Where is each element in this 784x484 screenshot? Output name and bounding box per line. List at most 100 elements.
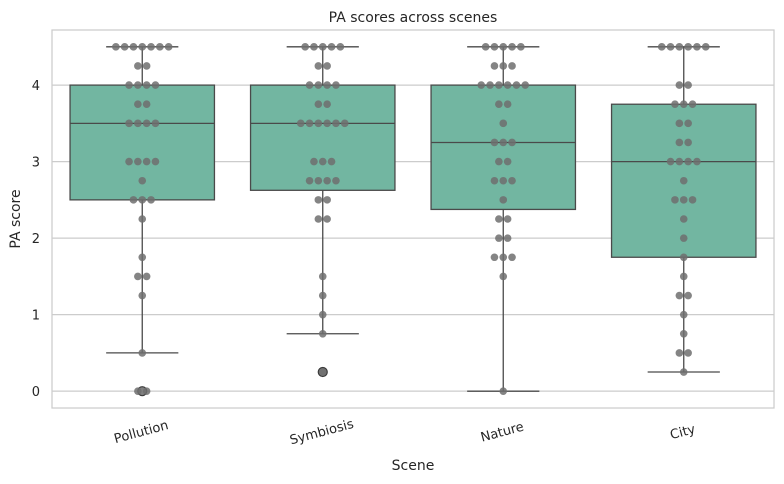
data-point <box>521 81 530 89</box>
data-point <box>305 81 314 89</box>
data-point <box>477 81 486 89</box>
data-point <box>314 119 323 128</box>
data-point <box>495 234 503 242</box>
data-point <box>675 81 684 89</box>
data-point <box>679 234 688 242</box>
data-point <box>508 253 516 262</box>
data-point <box>679 253 688 262</box>
box-nature <box>430 84 577 211</box>
data-point <box>120 43 129 51</box>
data-point <box>318 368 327 376</box>
data-point <box>679 272 688 281</box>
data-point <box>134 272 142 281</box>
data-point <box>125 119 133 128</box>
data-point <box>327 157 336 166</box>
x-tick-label: Nature <box>479 420 525 446</box>
data-point <box>495 100 503 109</box>
data-point <box>508 138 516 147</box>
data-point <box>138 43 147 51</box>
y-tick-label: 3 <box>32 156 40 171</box>
data-point <box>657 43 666 51</box>
data-point <box>503 157 512 166</box>
data-point <box>112 43 120 51</box>
x-tick-label: City <box>669 422 698 443</box>
data-point <box>693 43 701 51</box>
x-axis-label: Scene <box>392 458 435 474</box>
data-point <box>310 157 318 166</box>
data-point <box>679 100 688 109</box>
data-point <box>142 62 151 70</box>
data-point <box>701 43 710 51</box>
box-city <box>610 103 757 258</box>
data-point <box>314 81 323 89</box>
data-point <box>142 119 151 128</box>
data-point <box>318 329 327 338</box>
data-point <box>679 196 688 204</box>
data-point <box>503 81 512 89</box>
data-point <box>314 176 323 185</box>
data-point <box>508 176 516 185</box>
data-point <box>134 81 142 89</box>
data-point <box>675 119 684 128</box>
data-point <box>138 215 147 223</box>
data-point <box>679 329 688 338</box>
data-point <box>503 215 512 223</box>
data-point <box>684 291 692 300</box>
data-point <box>508 62 516 70</box>
data-point <box>495 215 503 223</box>
data-point <box>142 81 151 89</box>
data-point <box>134 119 142 128</box>
data-point <box>503 234 512 242</box>
data-point <box>675 138 684 147</box>
data-point <box>318 310 327 319</box>
data-point <box>296 119 305 128</box>
data-point <box>138 349 147 357</box>
data-point <box>684 81 692 89</box>
y-tick-label: 0 <box>32 385 40 400</box>
data-point <box>318 272 327 281</box>
data-point <box>305 176 314 185</box>
data-point <box>486 81 494 89</box>
y-axis-label: PA score <box>8 189 24 248</box>
data-point <box>684 138 692 147</box>
data-point <box>336 43 345 51</box>
data-point <box>490 138 499 147</box>
data-points <box>112 43 710 395</box>
x-tick-label: Symbiosis <box>288 417 355 449</box>
data-point <box>151 81 160 89</box>
data-point <box>679 368 688 376</box>
data-point <box>684 119 692 128</box>
data-point <box>332 119 340 128</box>
data-point <box>679 215 688 223</box>
data-point <box>138 196 147 204</box>
y-tick-label: 2 <box>32 232 40 247</box>
y-tick-labels: 0 1 2 3 4 <box>32 79 40 400</box>
box-symbiosis <box>249 84 396 191</box>
data-point <box>142 100 151 109</box>
data-point <box>499 119 508 128</box>
data-point <box>675 157 684 166</box>
data-point <box>323 100 331 109</box>
data-point <box>490 253 499 262</box>
data-point <box>323 119 331 128</box>
data-point <box>318 43 327 51</box>
data-point <box>125 81 133 89</box>
data-point <box>314 215 323 223</box>
data-point <box>684 157 692 166</box>
data-point <box>688 100 697 109</box>
data-point <box>499 196 508 204</box>
data-point <box>490 43 499 51</box>
data-point <box>147 43 155 51</box>
chart-title: PA scores across scenes <box>329 10 498 26</box>
data-point <box>142 387 151 395</box>
data-point <box>666 157 675 166</box>
data-point <box>499 43 508 51</box>
data-point <box>138 176 147 185</box>
data-point <box>129 43 138 51</box>
data-point <box>499 138 508 147</box>
data-point <box>512 81 521 89</box>
data-point <box>503 100 512 109</box>
data-point <box>499 387 508 395</box>
data-point <box>305 119 314 128</box>
